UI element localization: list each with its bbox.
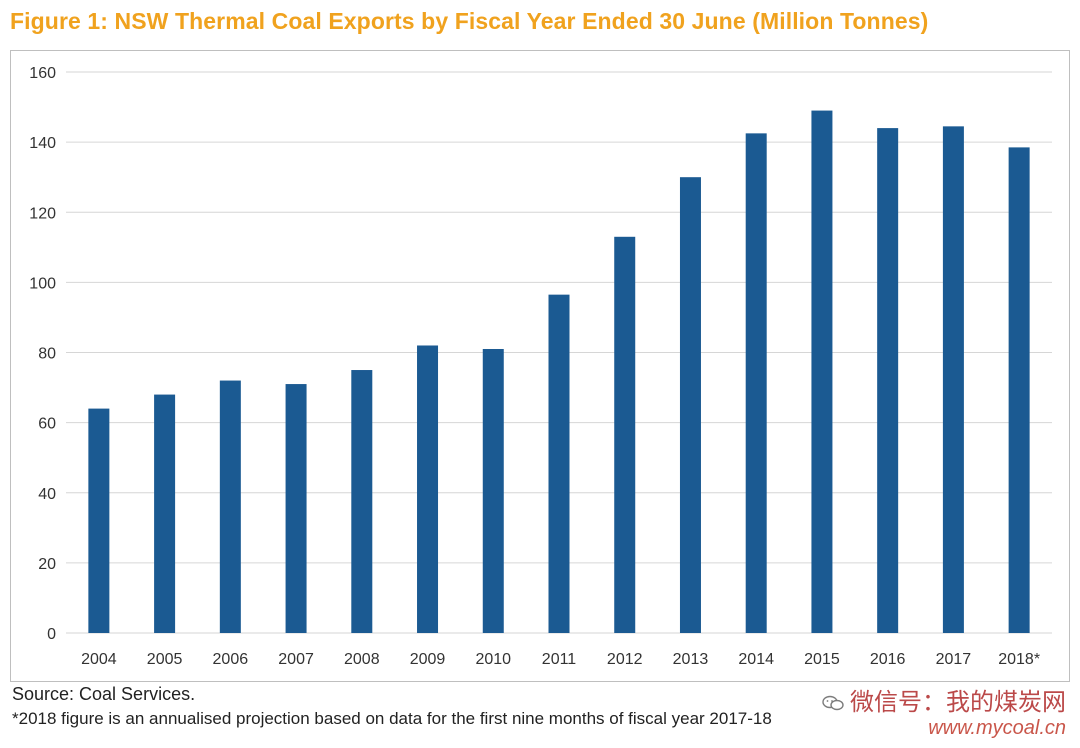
x-tick-label: 2009 bbox=[410, 651, 446, 668]
x-tick-label: 2005 bbox=[147, 651, 183, 668]
x-tick-label: 2010 bbox=[475, 651, 511, 668]
y-tick-label: 0 bbox=[47, 626, 56, 643]
bar-2015 bbox=[811, 110, 833, 634]
watermark-text: 微信号：我的煤炭网 bbox=[850, 688, 1066, 716]
source-note: Source: Coal Services. bbox=[12, 684, 196, 704]
bar-2009 bbox=[417, 345, 439, 633]
y-tick-label: 160 bbox=[29, 65, 56, 82]
y-tick-label: 80 bbox=[38, 346, 56, 363]
watermark-line1: 微信号：我的煤炭网 bbox=[822, 682, 1066, 717]
bar-2005 bbox=[154, 394, 176, 633]
bar-2016 bbox=[877, 128, 899, 633]
bar-2011 bbox=[548, 294, 570, 633]
chart-title: Figure 1: NSW Thermal Coal Exports by Fi… bbox=[10, 8, 929, 34]
bar-2018 bbox=[1008, 147, 1030, 633]
bar-2010 bbox=[482, 348, 504, 633]
x-tick-label: 2016 bbox=[870, 651, 906, 668]
chart-frame bbox=[10, 50, 1070, 682]
bar-2007 bbox=[285, 384, 307, 633]
x-tick-label: 2015 bbox=[804, 651, 840, 668]
bars bbox=[88, 110, 1030, 634]
x-tick-label: 2017 bbox=[936, 651, 972, 668]
y-tick-label: 100 bbox=[29, 275, 56, 292]
x-tick-label: 2013 bbox=[673, 651, 709, 668]
y-axis-ticks: 0 20 40 60 80 100 120 140 160 bbox=[29, 65, 56, 643]
x-tick-label: 2012 bbox=[607, 651, 643, 668]
x-tick-label: 2011 bbox=[542, 651, 577, 668]
y-tick-label: 60 bbox=[38, 416, 56, 433]
y-tick-label: 40 bbox=[38, 486, 56, 503]
x-tick-label: 2006 bbox=[213, 651, 249, 668]
bar-2014 bbox=[745, 133, 767, 633]
x-axis-ticks: 2004 2005 2006 2007 2008 2009 2010 2011 2012 2013… bbox=[81, 651, 1040, 668]
bar-2017 bbox=[942, 126, 964, 634]
y-tick-label: 140 bbox=[29, 135, 56, 152]
y-tick-label: 20 bbox=[38, 556, 56, 573]
bar-2004 bbox=[88, 408, 110, 633]
bar-2013 bbox=[679, 177, 701, 633]
bar-2006 bbox=[219, 380, 241, 633]
wechat-icon bbox=[822, 695, 844, 711]
x-tick-label: 2004 bbox=[81, 651, 117, 668]
bar-2008 bbox=[351, 370, 373, 633]
x-tick-label: 2018* bbox=[998, 651, 1040, 668]
watermark-url: www.mycoal.cn bbox=[928, 717, 1066, 739]
x-tick-label: 2014 bbox=[738, 651, 774, 668]
watermark: 微信号：我的煤炭网 www.mycoal.cn bbox=[822, 682, 1066, 740]
x-tick-label: 2007 bbox=[278, 651, 314, 668]
footnote: *2018 figure is an annualised projection… bbox=[12, 709, 772, 728]
y-tick-label: 120 bbox=[29, 205, 56, 222]
x-tick-label: 2008 bbox=[344, 651, 380, 668]
bar-2012 bbox=[614, 236, 636, 633]
